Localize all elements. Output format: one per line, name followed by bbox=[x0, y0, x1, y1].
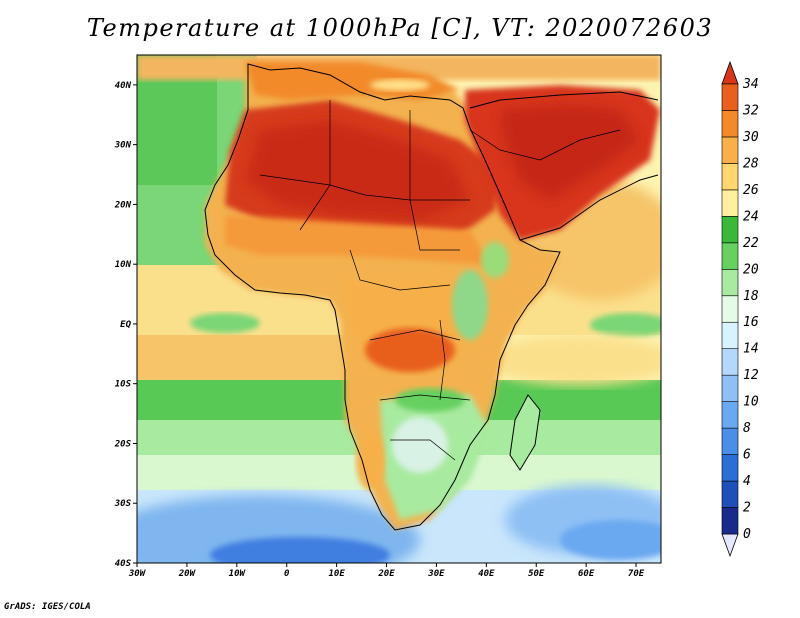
colorbar-label: 14 bbox=[743, 342, 759, 357]
colorbar-swatch bbox=[721, 454, 739, 482]
colorbar-label: 12 bbox=[743, 368, 759, 383]
lon-label: 30E bbox=[427, 569, 445, 579]
latitude-axis: 40N 30N 20N 10N EQ 10S 20S 30S 40S bbox=[114, 81, 137, 569]
lon-label: 20E bbox=[377, 569, 395, 579]
lon-label: 60E bbox=[578, 569, 595, 579]
colorbar-swatch bbox=[721, 480, 739, 508]
colorbar-label: 24 bbox=[743, 209, 759, 224]
lon-label: 30W bbox=[128, 569, 147, 579]
colorbar-swatch bbox=[721, 268, 739, 297]
colorbar-label: 10 bbox=[743, 395, 759, 410]
colorbar-swatch bbox=[721, 295, 739, 323]
lon-label: 10E bbox=[328, 569, 345, 579]
lat-label: 40S bbox=[115, 559, 132, 569]
map-frame bbox=[136, 54, 662, 564]
colorbar-label: 26 bbox=[743, 183, 759, 198]
grads-credit: GrADS: IGES/COLA bbox=[4, 602, 91, 612]
colorbar-label: 32 bbox=[742, 103, 759, 118]
lat-label: 30N bbox=[114, 141, 132, 151]
colorbar-swatch bbox=[721, 163, 739, 191]
lon-label: 50E bbox=[528, 569, 545, 579]
coastlines bbox=[204, 63, 659, 531]
colorbar-label: 16 bbox=[743, 315, 759, 330]
colorbar-swatch bbox=[721, 507, 739, 535]
lat-label: EQ bbox=[120, 320, 131, 330]
lon-label: 40E bbox=[478, 569, 495, 579]
colorbar-label: 4 bbox=[743, 474, 751, 489]
colorbar-label: 6 bbox=[743, 448, 751, 463]
lat-label: 10N bbox=[115, 260, 132, 270]
colorbar-label: 8 bbox=[743, 421, 751, 436]
colorbar-label: 22 bbox=[743, 236, 759, 251]
colorbar-label: 18 bbox=[743, 289, 759, 304]
lat-label: 40N bbox=[115, 81, 132, 91]
lon-label: 0 bbox=[284, 569, 290, 579]
longitude-axis: 30W 20W 10W 0 10E 20E 30E 40E 50E 60E 70E bbox=[128, 563, 645, 579]
colorbar-swatch bbox=[721, 321, 739, 350]
lon-label: 20W bbox=[178, 569, 197, 579]
lon-label: 70E bbox=[628, 569, 645, 579]
colorbar-label: 30 bbox=[742, 130, 759, 145]
lon-label: 10W bbox=[229, 569, 247, 579]
colorbar-label: 20 bbox=[743, 262, 759, 277]
colorbar-swatch bbox=[721, 83, 739, 111]
colorbar-swatch bbox=[721, 216, 739, 244]
colorbar-swatch bbox=[721, 348, 739, 376]
colorbar-top-arrow bbox=[721, 60, 739, 85]
colorbar-label: 34 bbox=[742, 77, 759, 92]
colorbar-swatch bbox=[721, 189, 739, 217]
colorbar-swatch bbox=[721, 110, 739, 138]
colorbar-swatch bbox=[721, 374, 739, 402]
lat-label: 10S bbox=[115, 380, 132, 390]
colorbar-swatch bbox=[721, 136, 739, 164]
colorbar-label: 0 bbox=[743, 527, 751, 542]
colorbar-swatch bbox=[721, 242, 739, 270]
colorbar-swatch bbox=[721, 401, 739, 429]
colorbar-swatch bbox=[721, 427, 739, 455]
colorbar-label: 28 bbox=[743, 156, 759, 171]
map-title: Temperature at 1000hPa [C], VT: 20200726… bbox=[86, 14, 714, 42]
lat-label: 20S bbox=[114, 439, 132, 449]
lat-label: 20N bbox=[114, 200, 132, 210]
lat-label: 30S bbox=[114, 499, 132, 509]
colorbar-label: 2 bbox=[743, 501, 751, 516]
colorbar-bottom-arrow bbox=[721, 533, 739, 558]
temperature-field bbox=[137, 55, 661, 563]
